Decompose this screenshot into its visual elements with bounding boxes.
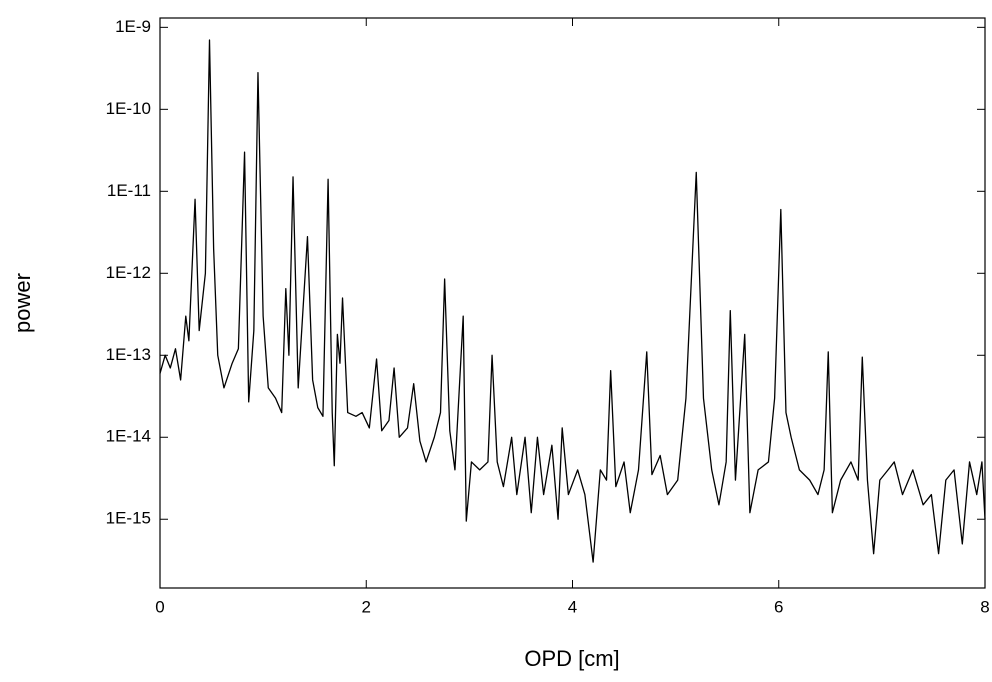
plot-frame xyxy=(159,17,986,589)
x-tick-label: 4 xyxy=(568,597,577,616)
x-tick-label: 2 xyxy=(362,597,371,616)
x-tick-label: 0 xyxy=(155,597,164,616)
y-tick-label: 1E-13 xyxy=(106,345,151,364)
y-tick-label: 1E-10 xyxy=(106,99,151,118)
y-tick-label: 1E-15 xyxy=(106,509,151,528)
x-axis-title: OPD [cm] xyxy=(524,646,619,671)
spectrum-line xyxy=(159,39,986,563)
y-axis-title: power xyxy=(10,273,35,333)
y-tick-label: 1E-11 xyxy=(107,181,151,200)
x-tick-label: 8 xyxy=(980,597,989,616)
y-tick-label: 1E-9 xyxy=(115,17,151,36)
y-tick-label: 1E-14 xyxy=(106,427,151,446)
x-tick-label: 6 xyxy=(774,597,783,616)
y-tick-label: 1E-12 xyxy=(106,263,151,282)
